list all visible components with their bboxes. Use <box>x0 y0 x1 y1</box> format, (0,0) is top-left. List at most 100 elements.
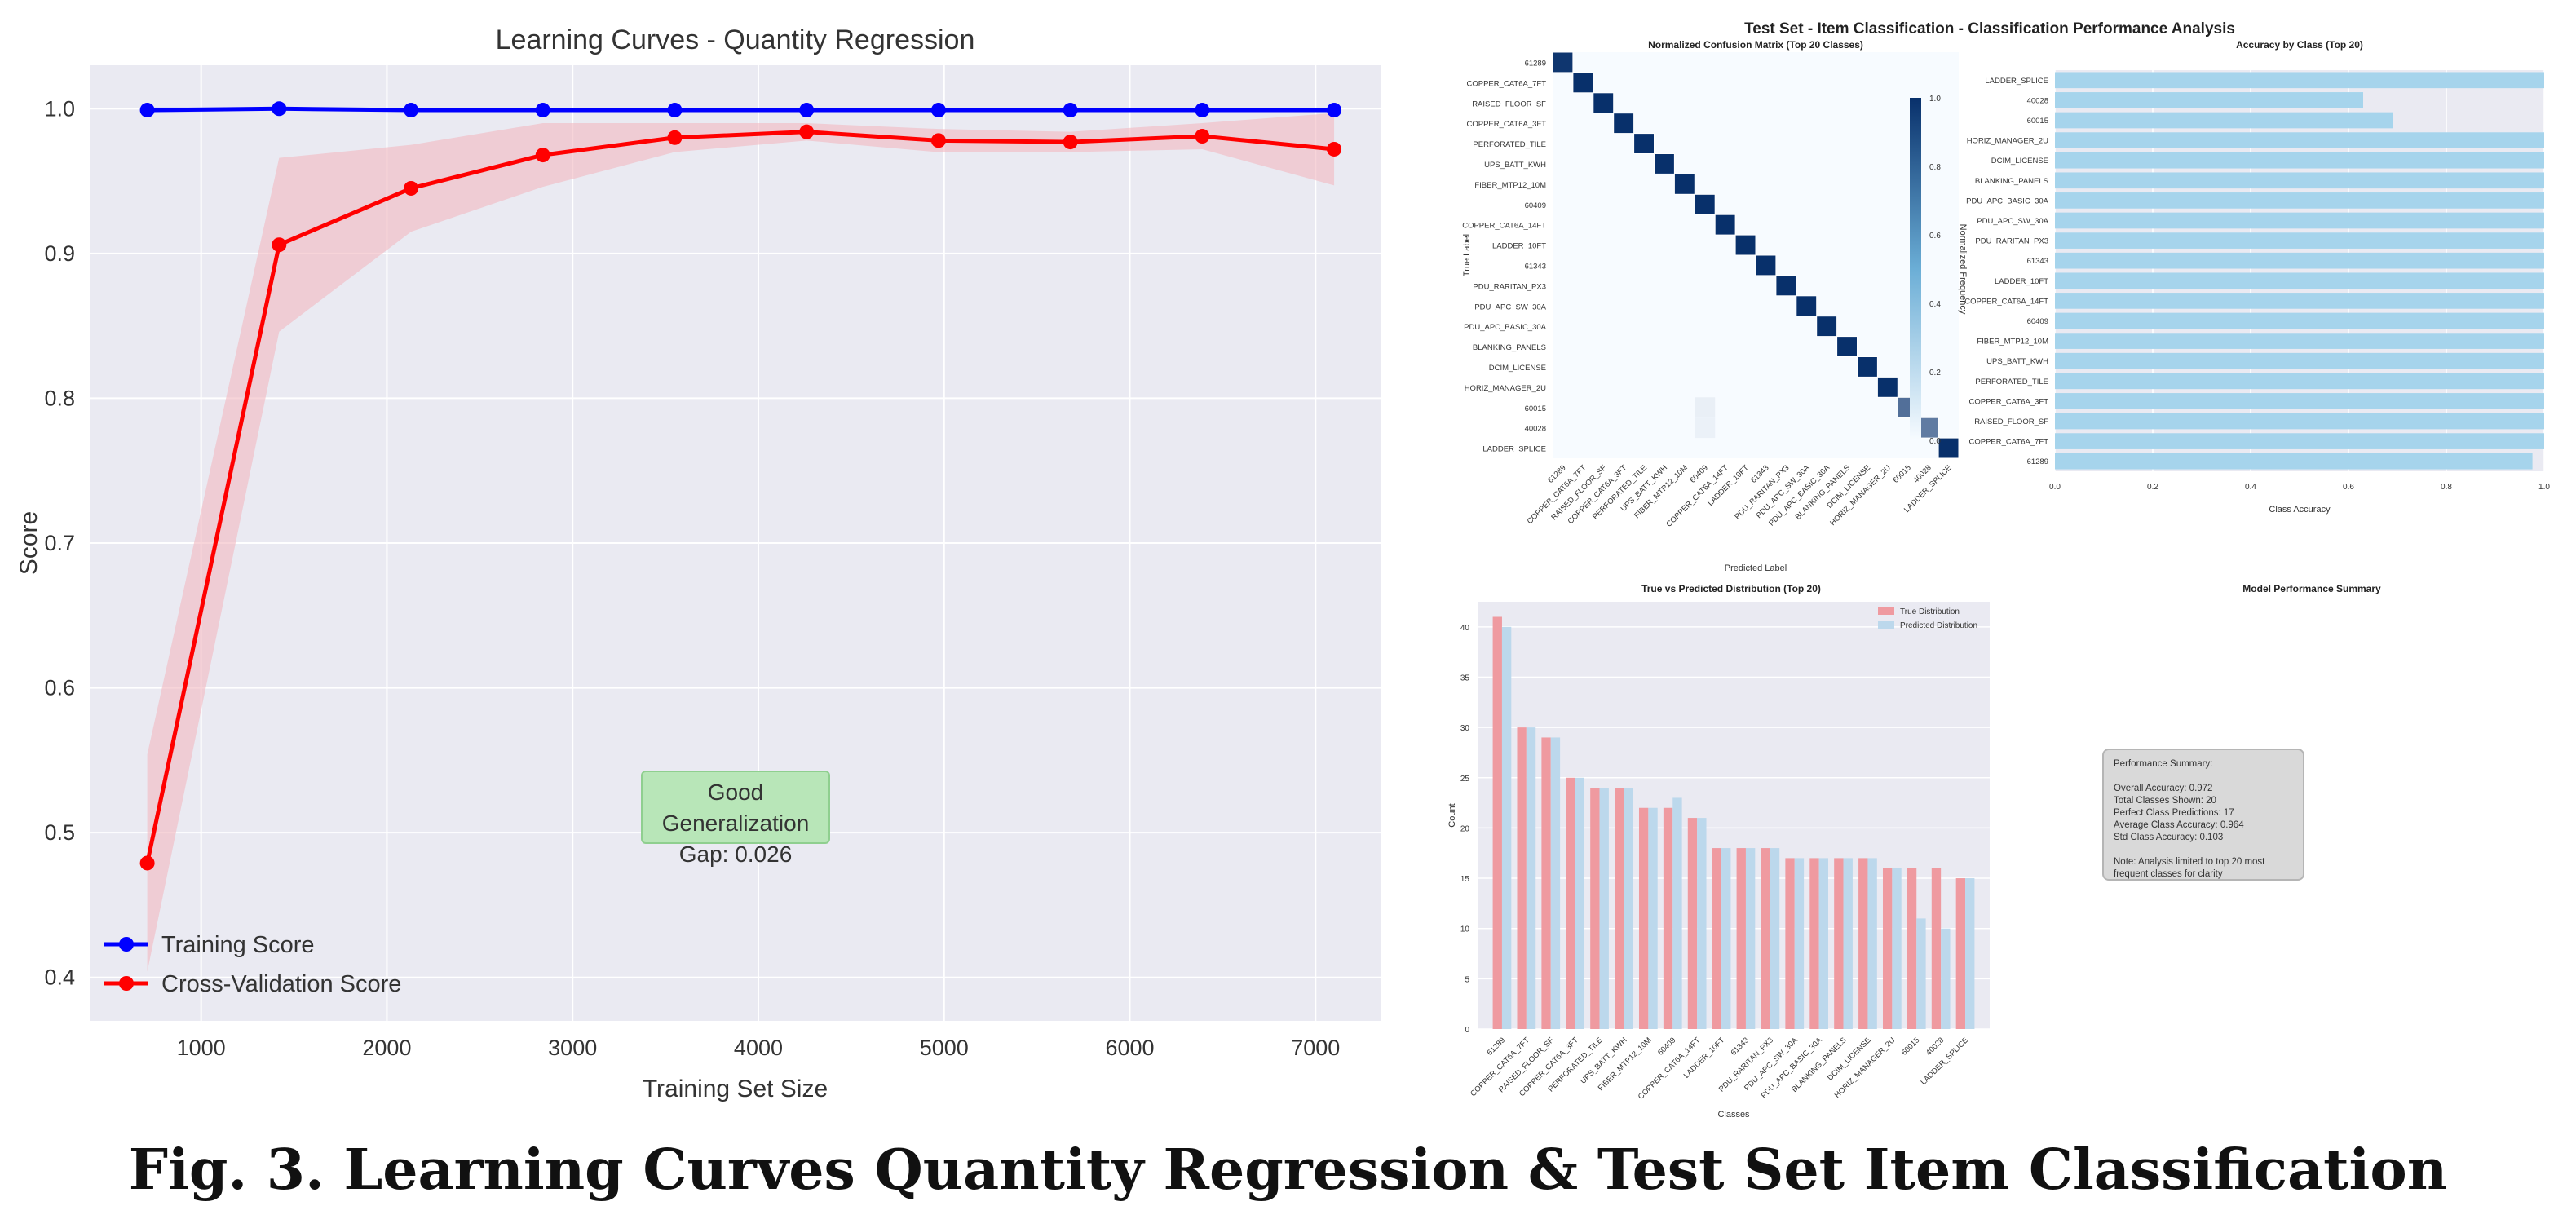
confusion-cell-diagonal <box>1755 254 1777 276</box>
accuracy-class-label: PDU_RARITAN_PX3 <box>1975 237 2048 246</box>
confusion-cell-diagonal <box>1633 133 1655 155</box>
summary-line: Std Class Accuracy: 0.103 <box>2114 833 2224 842</box>
true-distribution-bar <box>1638 807 1649 1029</box>
true-label-tick: PERFORATED_TILE <box>1473 140 1546 149</box>
x-tick-label: 7000 <box>1291 1036 1340 1060</box>
confusion-cell-diagonal <box>1552 51 1574 73</box>
legend-marker <box>119 976 134 991</box>
true-label-tick: FIBER_MTP12_10M <box>1474 181 1546 190</box>
accuracy-class-label: HORIZ_MANAGER_2U <box>1967 137 2048 146</box>
confusion-cell-diagonal <box>1938 437 1960 459</box>
y-tick-label: 0.7 <box>44 531 75 555</box>
accuracy-class-label: FIBER_MTP12_10M <box>1977 338 2048 347</box>
true-label-tick: BLANKING_PANELS <box>1473 343 1546 352</box>
x-tick-label: 4000 <box>734 1036 783 1060</box>
confusion-cell-diagonal <box>1876 376 1898 398</box>
accuracy-class-label: COPPER_CAT6A_3FT <box>1969 397 2049 406</box>
true-label-tick: PDU_APC_SW_30A <box>1474 303 1546 311</box>
accuracy-class-label: COPPER_CAT6A_14FT <box>1964 297 2048 306</box>
true-distribution-bar <box>1736 848 1746 1029</box>
accuracy-bar <box>2055 252 2544 269</box>
accuracy-bar <box>2055 212 2544 229</box>
accuracy-bar <box>2055 152 2544 169</box>
true-label-tick: LADDER_10FT <box>1492 242 1546 251</box>
accuracy-plot-area <box>2055 70 2544 471</box>
predicted-label-axis: Predicted Label <box>1725 563 1787 573</box>
accuracy-bar <box>2055 92 2363 108</box>
predicted-distribution-bar <box>1501 626 1512 1029</box>
cv-point <box>1327 141 1342 157</box>
accuracy-class-label: DCIM_LICENSE <box>1991 157 2048 166</box>
summary-line: Total Classes Shown: 20 <box>2114 796 2216 806</box>
true-distribution-bar <box>1882 868 1893 1029</box>
colorbar <box>1910 98 1921 440</box>
distribution-legend-label: True Distribution <box>1900 607 1960 616</box>
cv-point <box>139 855 155 871</box>
figure-caption: Fig. 3. Learning Curves Quantity Regress… <box>128 1137 2448 1203</box>
accuracy-class-label: PERFORATED_TILE <box>1975 378 2048 387</box>
accuracy-class-label: 40028 <box>2027 96 2048 105</box>
legend-marker <box>119 937 134 952</box>
colorbar-tick: 1.0 <box>1929 95 1941 104</box>
predicted-label-tick: 60015 <box>1891 463 1912 484</box>
confusion-cell <box>1695 397 1716 418</box>
accuracy-x-tick: 0.4 <box>2245 483 2256 492</box>
distribution-y-tick: 0 <box>1465 1026 1469 1035</box>
cv-point <box>272 237 287 253</box>
colorbar-tick: 0.8 <box>1929 163 1941 172</box>
generalization-annotation: Good Generalization Gap: 0.026 <box>641 771 830 867</box>
true-distribution-bar <box>1541 737 1551 1029</box>
cv-point <box>1195 129 1210 144</box>
true-label-tick: 61343 <box>1525 262 1546 271</box>
accuracy-class-label: 60015 <box>2027 117 2048 126</box>
true-label-tick: PDU_RARITAN_PX3 <box>1473 282 1546 291</box>
true-label-tick: 40028 <box>1525 425 1546 434</box>
true-distribution-bar <box>1663 807 1673 1029</box>
predicted-distribution-bar <box>1794 858 1805 1029</box>
accuracy-bar <box>2055 192 2544 209</box>
distribution-y-tick: 40 <box>1460 624 1470 633</box>
confusion-matrix-title: Normalized Confusion Matrix (Top 20 Clas… <box>1648 39 1863 51</box>
summary-line: Perfect Class Predictions: 17 <box>2114 808 2234 818</box>
cv-point <box>1063 135 1078 150</box>
confusion-cell-diagonal <box>1734 234 1756 256</box>
colorbar-label: Normalized Frequency <box>1958 224 1968 315</box>
accuracy-bar <box>2055 453 2533 470</box>
summary-line: frequent classes for clarity <box>2114 869 2223 879</box>
true-distribution-bar <box>1517 727 1527 1029</box>
distribution-title: True vs Predicted Distribution (Top 20) <box>1641 583 1821 594</box>
true-distribution-bar <box>1834 858 1844 1029</box>
true-label-tick: UPS_BATT_KWH <box>1484 161 1546 170</box>
accuracy-x-tick: 0.0 <box>2049 483 2061 492</box>
distribution-class-label: 40028 <box>1924 1036 1946 1057</box>
distribution-y-tick: 20 <box>1460 824 1470 833</box>
distribution-y-tick: 35 <box>1460 674 1470 682</box>
y-axis-label: Score <box>15 511 42 575</box>
true-label-tick: LADDER_SPLICE <box>1482 445 1546 454</box>
predicted-distribution-bar <box>1770 848 1780 1029</box>
distribution-y-label: Count <box>1447 803 1457 827</box>
confusion-cell-diagonal <box>1816 316 1838 338</box>
accuracy-bar <box>2055 72 2544 89</box>
learning-curve-title: Learning Curves - Quantity Regression <box>496 24 975 55</box>
cv-point <box>535 148 550 163</box>
distribution-class-label: 60015 <box>1900 1036 1921 1057</box>
training-point <box>667 103 683 118</box>
true-distribution-bar <box>1809 858 1819 1029</box>
summary-line <box>2114 771 2293 783</box>
accuracy-class-label: RAISED_FLOOR_SF <box>1974 417 2048 426</box>
training-point <box>139 103 155 118</box>
predicted-distribution-bar <box>1941 928 1951 1029</box>
distribution-y-tick: 25 <box>1460 775 1470 784</box>
cv-point <box>667 130 683 145</box>
true-distribution-bar <box>1712 848 1722 1029</box>
true-label-tick: 60015 <box>1525 404 1546 413</box>
accuracy-class-label: PDU_APC_BASIC_30A <box>1966 197 2049 205</box>
distribution-class-label: 61289 <box>1486 1036 1507 1057</box>
accuracy-bar <box>2055 393 2544 409</box>
predicted-distribution-bar <box>1648 807 1658 1029</box>
accuracy-x-tick: 1.0 <box>2538 483 2550 492</box>
true-distribution-bar <box>1687 818 1698 1029</box>
true-distribution-bar <box>1590 788 1600 1029</box>
predicted-distribution-bar <box>1843 858 1853 1029</box>
